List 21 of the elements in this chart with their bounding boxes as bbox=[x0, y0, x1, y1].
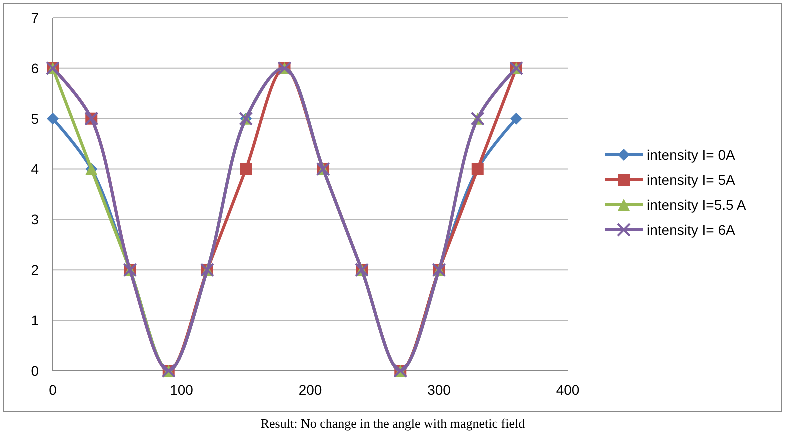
x-tick-label: 200 bbox=[298, 382, 322, 398]
y-tick-label: 1 bbox=[31, 312, 40, 328]
x-tick-label: 100 bbox=[170, 382, 194, 398]
point bbox=[240, 163, 252, 176]
x-tick-label: 0 bbox=[49, 382, 58, 398]
x-tick-label: 300 bbox=[428, 382, 452, 398]
point bbox=[47, 112, 59, 125]
y-tick-label: 7 bbox=[31, 10, 40, 26]
legend-label: intensity I= 6A bbox=[647, 222, 736, 238]
y-tick-label: 5 bbox=[31, 110, 40, 127]
legend-label: intensity I= 0A bbox=[647, 146, 736, 163]
point bbox=[510, 112, 522, 125]
legend-label: intensity I= 5A bbox=[647, 172, 736, 188]
y-tick-label: 2 bbox=[31, 262, 40, 278]
text: Result: No change in the angle with magnetic field bbox=[260, 416, 526, 431]
x-tick-label: 400 bbox=[556, 382, 580, 398]
y-tick-label: 0 bbox=[31, 362, 40, 379]
y-tick-label: 3 bbox=[31, 212, 40, 228]
y-tick-label: 6 bbox=[31, 60, 40, 76]
y-tick-label: 4 bbox=[31, 161, 40, 178]
legend-label: intensity I=5.5 A bbox=[647, 196, 747, 213]
